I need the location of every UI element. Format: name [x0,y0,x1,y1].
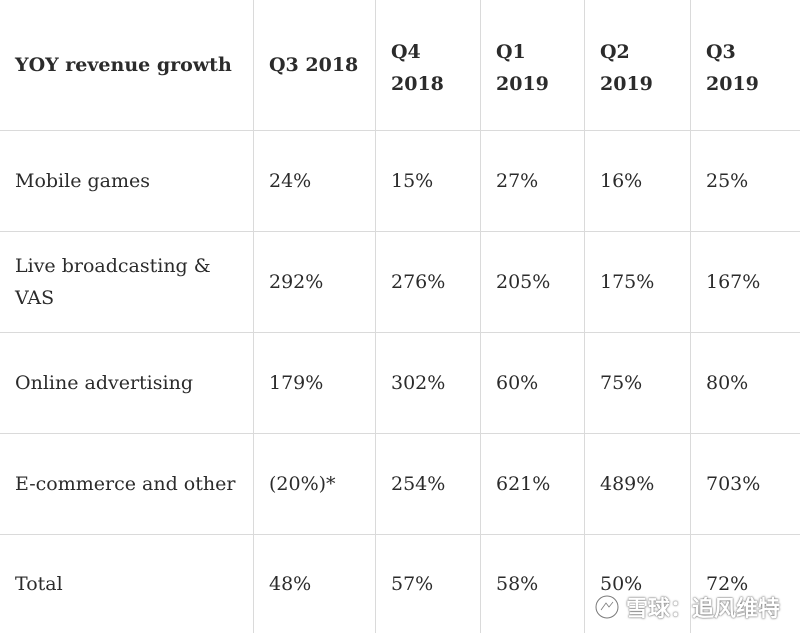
table-cell: 25% [691,131,800,232]
header-col-2-line1: Q4 [391,41,421,63]
watermark-text: 雪球：追风维特 [625,597,780,622]
row-label-mobile-games: Mobile games [0,131,254,232]
table-cell: 167% [691,232,800,333]
table-cell: 276% [376,232,481,333]
watermark: 雪球：追风维特 [594,591,780,623]
table-cell: 621% [481,434,585,535]
header-col-1-line1: Q3 2018 [269,54,359,76]
table-cell: 292% [254,232,376,333]
header-col-2-line2: 2018 [391,73,444,95]
table-cell: 24% [254,131,376,232]
header-q2-2019: Q2 2019 [585,0,691,131]
table-cell: 75% [585,333,691,434]
table-cell: 57% [376,535,481,633]
header-col-5-line1: Q3 [706,41,736,63]
header-col-5-line2: 2019 [706,73,759,95]
table-cell: 703% [691,434,800,535]
header-q3-2018: Q3 2018 [254,0,376,131]
table-cell: 16% [585,131,691,232]
table-cell: 60% [481,333,585,434]
header-label: YOY revenue growth [0,0,254,131]
snowball-logo-icon [594,594,620,620]
header-col-3-line1: Q1 [496,41,526,63]
row-label-live-broadcasting: Live broadcasting & VAS [0,232,254,333]
table-cell: 80% [691,333,800,434]
table-cell: 179% [254,333,376,434]
header-q1-2019: Q1 2019 [481,0,585,131]
row-label-total: Total [0,535,254,633]
table-cell: 15% [376,131,481,232]
header-col-4-line1: Q2 [600,41,630,63]
table-cell: 302% [376,333,481,434]
header-col-3-line2: 2019 [496,73,549,95]
table-cell: 48% [254,535,376,633]
table-cell: 205% [481,232,585,333]
header-q4-2018: Q4 2018 [376,0,481,131]
header-col-4-line2: 2019 [600,73,653,95]
table-cell: 58% [481,535,585,633]
table-cell: 254% [376,434,481,535]
table-cell: 175% [585,232,691,333]
header-q3-2019: Q3 2019 [691,0,800,131]
table-cell: 489% [585,434,691,535]
table-cell: (20%)* [254,434,376,535]
table-cell: 50% [585,535,691,633]
row-label-e-commerce: E-commerce and other [0,434,254,535]
table-cell: 27% [481,131,585,232]
table-cell: 72% [706,573,749,595]
row-label-online-advertising: Online advertising [0,333,254,434]
